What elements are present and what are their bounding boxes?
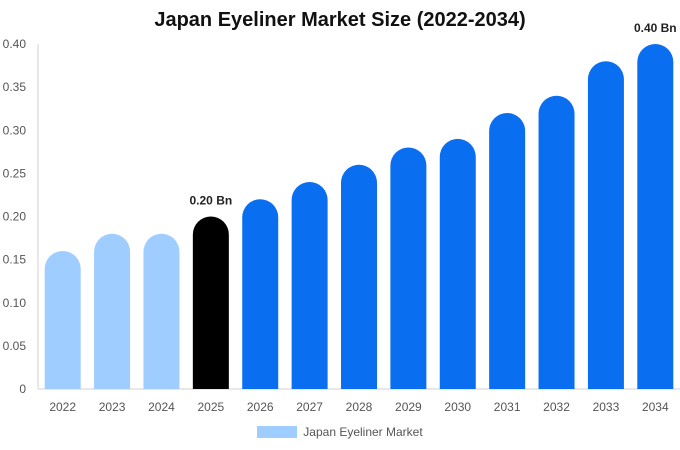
y-tick-label: 0.35 — [3, 80, 27, 94]
y-tick-label: 0.05 — [3, 339, 27, 353]
bar-2026 — [242, 199, 279, 389]
bar-2031 — [489, 112, 526, 389]
bar-2029 — [390, 147, 427, 389]
legend: Japan Eyeliner Market — [0, 425, 680, 439]
bar-2025 — [192, 216, 229, 389]
legend-label: Japan Eyeliner Market — [303, 425, 423, 439]
y-tick-label: 0.10 — [3, 296, 27, 310]
x-tick-label: 2023 — [99, 400, 126, 414]
y-tick-label: 0.40 — [3, 37, 27, 51]
x-tick-label: 2028 — [346, 400, 373, 414]
y-tick-label: 0.30 — [3, 123, 27, 137]
bar-2033 — [587, 61, 624, 389]
bar-2032 — [538, 95, 575, 389]
bar-2027 — [291, 182, 328, 389]
chart-title: Japan Eyeliner Market Size (2022-2034) — [154, 9, 526, 31]
data-label: 0.20 Bn — [190, 194, 233, 208]
x-tick-label: 2029 — [395, 400, 422, 414]
y-tick-label: 0 — [19, 382, 26, 396]
x-tick-label: 2025 — [197, 400, 224, 414]
y-tick-label: 0.25 — [3, 166, 27, 180]
bar-2028 — [341, 164, 377, 389]
legend-swatch — [257, 426, 298, 438]
data-label: 0.40 Bn — [634, 21, 677, 35]
bar-2022 — [44, 251, 81, 389]
x-tick-label: 2027 — [296, 400, 323, 414]
y-tick-label: 0.15 — [3, 253, 27, 267]
x-tick-label: 2033 — [593, 400, 620, 414]
x-tick-label: 2030 — [444, 400, 471, 414]
bar-2024 — [143, 233, 180, 389]
y-tick-label: 0.20 — [3, 210, 27, 224]
x-tick-label: 2034 — [642, 400, 669, 414]
bar-2030 — [439, 138, 476, 389]
x-tick-label: 2024 — [148, 400, 175, 414]
bar-2023 — [94, 233, 131, 389]
bar-2034 — [637, 44, 674, 389]
x-tick-label: 2031 — [494, 400, 521, 414]
x-tick-label: 2026 — [247, 400, 274, 414]
x-tick-label: 2032 — [543, 400, 570, 414]
x-tick-label: 2022 — [49, 400, 76, 414]
